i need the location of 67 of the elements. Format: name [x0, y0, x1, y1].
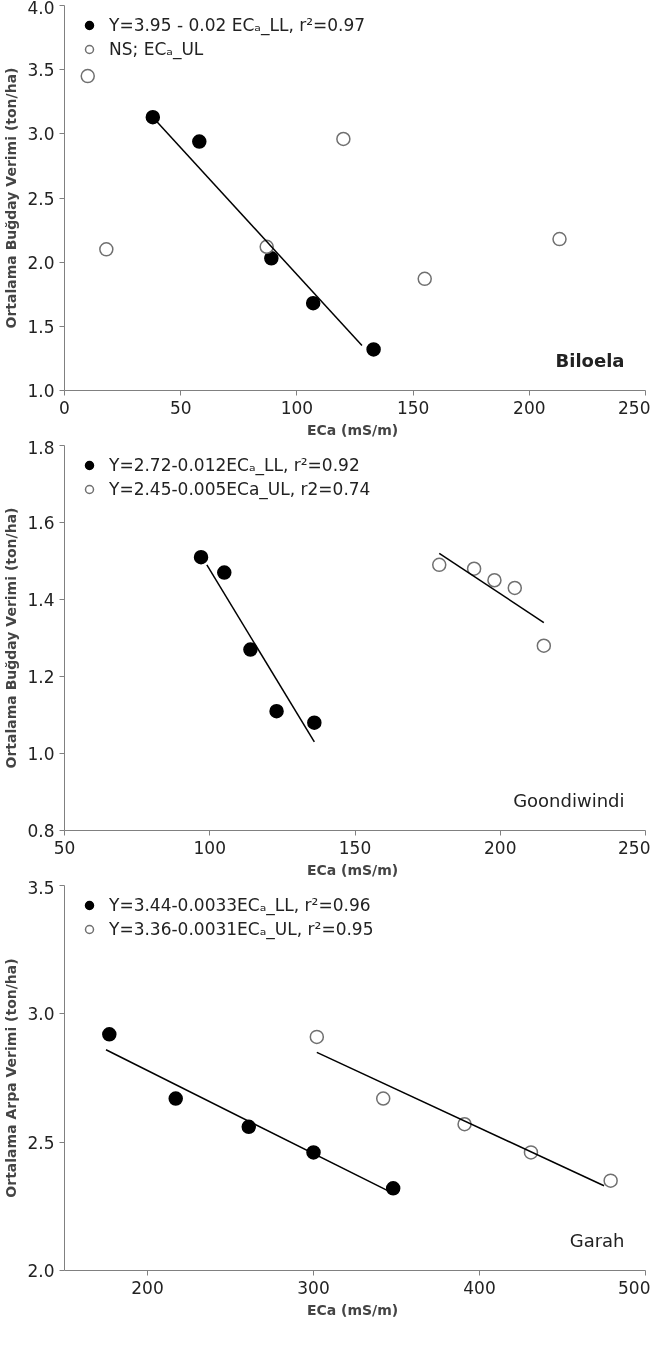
y-tick-label: 1.0 — [27, 744, 55, 764]
point — [487, 573, 502, 588]
x-tick-label: 0 — [59, 397, 70, 418]
annotation: Garah — [569, 1229, 625, 1251]
point — [217, 565, 232, 580]
point — [193, 549, 209, 565]
point — [145, 109, 161, 125]
point — [431, 557, 447, 573]
y-tick-label: 2.0 — [27, 252, 55, 273]
point — [269, 703, 284, 719]
annotation: Goondiwindi — [513, 789, 625, 811]
annotation: Biloela — [555, 349, 625, 371]
y-tick-label: 4.0 — [27, 0, 55, 18]
y-tick-label: 2.5 — [27, 1132, 55, 1153]
y-tick-label: 1.5 — [27, 316, 55, 337]
y-axis-title: Ortalama Buğday Verimi (ton/ha) — [3, 67, 20, 329]
legend-label: Y=3.36-0.0031ECₐ_UL, r²=0.95 — [109, 919, 374, 939]
x-axis-title: ECa (mS/m) — [306, 1301, 399, 1318]
y-tick-label: 3.5 — [27, 60, 55, 81]
y-tick-label: 1.6 — [27, 513, 55, 533]
x-axis-title: ECa (mS/m) — [306, 421, 399, 438]
y-tick-label: 3.0 — [27, 1004, 55, 1025]
x-tick-label: 150 — [338, 837, 372, 858]
point — [99, 242, 114, 257]
point — [536, 638, 552, 653]
x-tick-label: 50 — [169, 397, 192, 418]
legend-label: Y=3.95 - 0.02 ECₐ_LL, r²=0.97 — [109, 15, 366, 35]
x-tick-label: 200 — [513, 397, 546, 418]
point — [305, 296, 321, 311]
x-tick-label: 100 — [280, 397, 314, 418]
x-tick-label: 250 — [618, 837, 651, 858]
point — [552, 231, 567, 247]
point — [336, 131, 351, 147]
point — [192, 134, 207, 149]
y-tick-label: 0.8 — [27, 821, 55, 841]
y-axis-title: Ortalama Arpa Verimi (ton/ha) — [3, 958, 20, 1198]
point — [264, 251, 279, 266]
y-tick-label: 1.2 — [27, 667, 55, 687]
legend-label: Y=2.72-0.012ECₐ_LL, r²=0.92 — [109, 455, 360, 475]
y-tick-label: 3.0 — [27, 124, 55, 145]
x-tick-label: 500 — [618, 1277, 651, 1298]
x-tick-label: 400 — [463, 1277, 496, 1298]
point — [243, 642, 258, 657]
point — [466, 561, 482, 576]
legend-label: Y=2.45-0.005ECa_UL, r2=0.74 — [109, 479, 371, 499]
legend-label: Y=3.44-0.0033ECₐ_LL, r²=0.96 — [109, 895, 371, 915]
x-tick-label: 200 — [484, 837, 517, 858]
x-tick-label: 50 — [53, 837, 76, 858]
x-tick-label: 200 — [131, 1277, 164, 1298]
y-tick-label: 1.4 — [27, 590, 55, 610]
legend-label: NS; ECₐ_UL — [109, 39, 204, 59]
point — [417, 271, 432, 287]
point — [307, 715, 322, 730]
x-tick-label: 150 — [396, 397, 430, 418]
point — [507, 580, 523, 596]
x-tick-label: 100 — [193, 837, 226, 858]
y-axis-title: Ortalama Buğday Verimi (ton/ha) — [3, 507, 20, 769]
y-tick-label: 1.8 — [27, 437, 55, 458]
y-tick-label: 3.5 — [27, 877, 55, 898]
point — [80, 68, 95, 84]
x-axis-title: ECa (mS/m) — [306, 861, 399, 878]
y-tick-label: 1.0 — [27, 381, 55, 401]
x-tick-label: 300 — [297, 1277, 330, 1298]
y-tick-label: 2.5 — [27, 188, 55, 209]
y-tick-label: 2.0 — [27, 1261, 55, 1281]
point — [366, 342, 381, 357]
x-tick-label: 250 — [618, 397, 651, 418]
